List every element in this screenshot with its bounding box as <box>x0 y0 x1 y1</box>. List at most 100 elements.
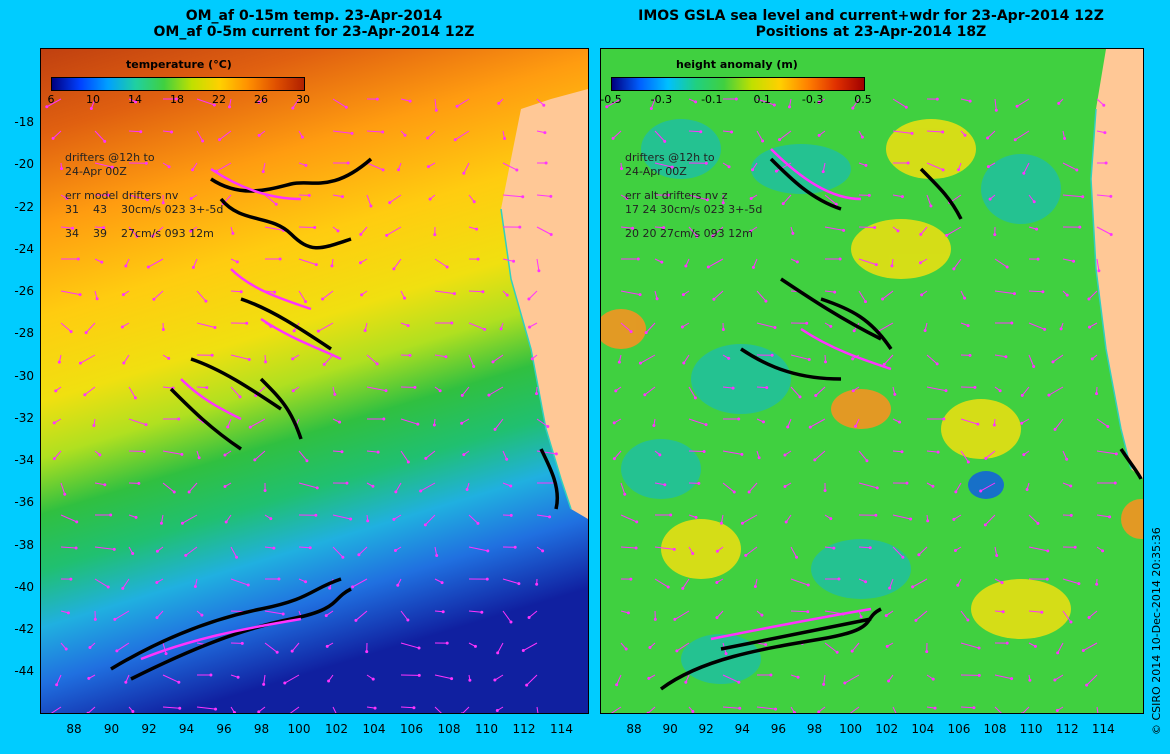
current-vector-head <box>774 707 778 711</box>
current-vector-head <box>52 457 56 461</box>
current-vector-head <box>837 577 841 581</box>
current-vector <box>745 546 758 556</box>
current-vector <box>722 450 742 455</box>
current-vector-head <box>873 226 877 230</box>
current-vector <box>612 130 622 139</box>
current-vector-head <box>385 233 389 237</box>
current-vector <box>1028 354 1035 367</box>
current-vector-head <box>381 168 385 172</box>
current-vector-head <box>822 682 826 686</box>
current-vector-head <box>416 422 420 426</box>
current-vector-head <box>483 327 487 331</box>
current-vector-head <box>543 131 547 135</box>
current-vector-head <box>919 232 923 236</box>
current-vector <box>94 578 109 588</box>
current-vector-head <box>740 452 744 456</box>
current-vector-head <box>680 325 684 329</box>
current-vector-head <box>313 226 317 230</box>
current-vector-head <box>1000 581 1004 585</box>
height-colorbar <box>611 77 865 91</box>
current-vector-head <box>914 618 918 622</box>
current-vector-head <box>1113 481 1117 485</box>
current-vector <box>366 194 372 207</box>
current-vector-head <box>426 165 430 169</box>
current-vector <box>790 610 808 613</box>
longitude-tick-label: 96 <box>770 722 787 736</box>
longitude-tick-label: 104 <box>911 722 935 736</box>
current-vector-head <box>235 555 239 559</box>
current-vector <box>196 98 215 106</box>
current-vector <box>889 578 894 589</box>
colorbar-tick-label: 30 <box>296 93 310 106</box>
current-vector-head <box>638 361 642 365</box>
current-vector-head <box>322 362 326 366</box>
current-vector-head <box>740 521 744 525</box>
latitude-tick-label: -20 <box>14 157 34 172</box>
current-vector <box>892 98 907 108</box>
current-vector <box>1028 514 1039 524</box>
current-vector-head <box>806 610 810 614</box>
current-vector-head <box>257 133 261 137</box>
current-vector-head <box>966 324 970 328</box>
current-vector <box>1028 322 1045 330</box>
current-vector <box>230 546 237 558</box>
current-vector-head <box>396 583 400 587</box>
current-vector-head <box>134 515 138 519</box>
current-vector-head <box>629 330 633 334</box>
current-vector <box>824 642 838 653</box>
current-vector-head <box>976 422 980 426</box>
current-vector-head <box>444 355 448 359</box>
current-vector-head <box>549 194 553 198</box>
current-vector-head <box>226 425 230 429</box>
current-vector-head <box>753 584 757 588</box>
current-vector <box>824 226 844 231</box>
current-vector <box>790 578 809 586</box>
current-vector-head <box>1087 297 1091 301</box>
current-vector <box>90 98 96 109</box>
current-vector <box>523 642 538 651</box>
current-vector <box>824 194 837 205</box>
current-vector-head <box>187 490 191 494</box>
current-vector <box>960 98 971 102</box>
current-vector-head <box>106 585 110 589</box>
current-vector <box>1022 706 1030 713</box>
current-vector-head <box>57 360 61 364</box>
current-vector-head <box>670 165 674 169</box>
current-vector-head <box>694 515 698 519</box>
current-vector-head <box>392 517 396 521</box>
longitude-tick-label: 108 <box>437 722 461 736</box>
current-vector-head <box>505 293 509 297</box>
current-vector <box>1016 98 1030 107</box>
current-vector-head <box>384 389 388 393</box>
current-vector-head <box>314 263 318 267</box>
right-legend-line3: err alt drifters nv z <box>625 189 728 202</box>
right-title-line1: IMOS GSLA sea level and current+wdr for … <box>638 8 1104 24</box>
current-vector-head <box>851 389 855 393</box>
current-vector <box>1096 98 1105 106</box>
current-vector-head <box>904 105 908 109</box>
current-vector-head <box>977 646 981 650</box>
current-vector-head <box>365 650 369 654</box>
left-legend-line5: 34 39 27cm/s 093 12m <box>65 227 214 240</box>
current-vector <box>454 130 470 141</box>
current-vector-head <box>850 649 854 653</box>
current-vector-head <box>751 265 755 269</box>
current-vector <box>1054 674 1064 681</box>
current-vector-head <box>112 547 116 551</box>
current-vector-head <box>1108 515 1112 519</box>
coastline-left <box>500 208 572 510</box>
current-vector-head <box>115 649 119 653</box>
current-vector-head <box>1085 683 1089 687</box>
current-vector-head <box>781 202 785 206</box>
current-vector-head <box>549 233 553 237</box>
current-vector <box>892 706 897 713</box>
current-vector <box>756 290 767 302</box>
current-vector <box>434 706 442 713</box>
current-vector-head <box>291 106 295 110</box>
current-vector-head <box>184 553 188 557</box>
current-vector <box>892 130 913 134</box>
latitude-tick-label: -22 <box>14 199 34 214</box>
current-vector-head <box>663 139 667 143</box>
current-vector-head <box>304 580 308 584</box>
anomaly-blobs <box>601 119 1143 684</box>
